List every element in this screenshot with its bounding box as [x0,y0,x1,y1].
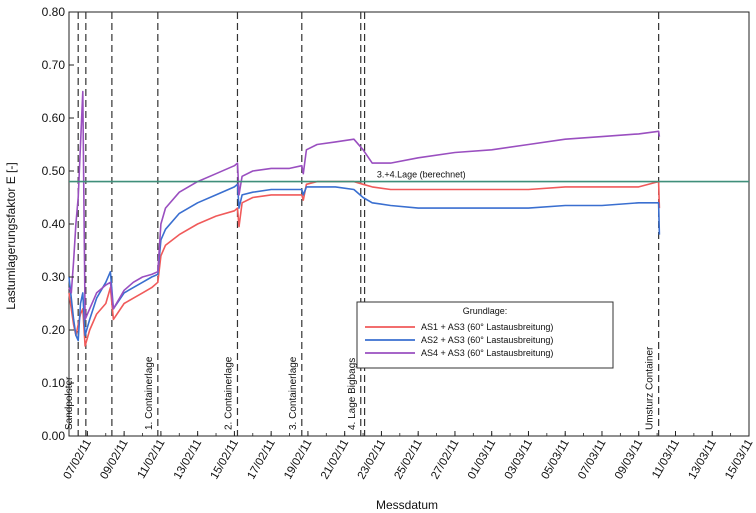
y-tick-label: 0.50 [42,164,66,178]
y-tick-label: 0.10 [42,376,66,390]
event-label: 4. Lage Bigbags [347,358,358,430]
series-line [68,180,661,347]
series-line [68,90,661,321]
event-label: 1. Containerlage [144,356,155,430]
legend-entry: AS1 + AS3 (60° Lastausbreitung) [421,322,553,332]
y-tick-label: 0.00 [42,429,66,443]
event-label: 2. Containerlage [223,356,234,430]
event-label: 3. Containerlage [288,356,299,430]
y-axis-title: Lastumlagerungsfaktor E [-] [4,162,18,309]
series-line [68,183,661,342]
series-lines [68,90,661,347]
legend-box [356,301,614,369]
legend-entry: AS2 + AS3 (60° Lastausbreitung) [421,335,553,345]
event-label: Umsturz Container [645,346,656,430]
legend-title: Grundlage: [463,306,508,316]
legend-entry: AS4 + AS3 (60° Lastausbreitung) [421,348,553,358]
reference-line-label: 3.+4.Lage (berechnet) [377,170,466,180]
y-tick-label: 0.60 [42,111,66,125]
legend: Grundlage: AS1 + AS3 (60° Lastausbreitung… [356,301,614,369]
y-tick-label: 0.80 [42,5,66,19]
y-tick-label: 0.70 [42,58,66,72]
x-axis-title: Messdatum [376,498,438,512]
y-tick-label: 0.30 [42,270,66,284]
reference-line-group: 3.+4.Lage (berechnet) [69,170,749,183]
y-tick-label: 0.20 [42,323,66,337]
event-label: Sandpolster [64,376,75,430]
y-tick-label: 0.40 [42,217,66,231]
